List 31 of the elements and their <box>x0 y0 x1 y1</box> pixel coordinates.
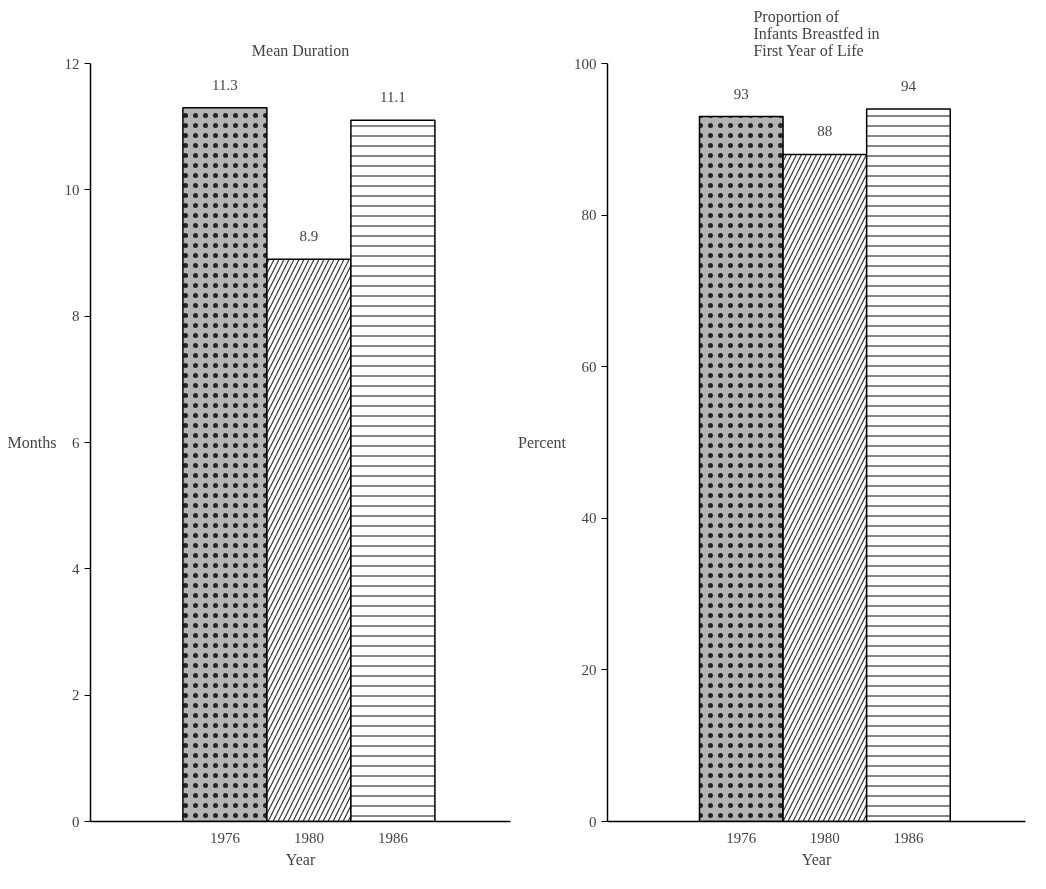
x-tick-label: 1980 <box>809 829 840 846</box>
x-tick-label: 1980 <box>293 829 324 846</box>
data-label: 11.3 <box>212 76 238 93</box>
y-tick-label: 4 <box>72 560 80 577</box>
chart-title: Proportion of Infants Breastfed in First Year of Life <box>753 7 880 59</box>
y-tick-label: 80 <box>581 207 597 224</box>
y-tick-label: 0 <box>72 813 80 830</box>
x-tick-label: 1976 <box>726 829 757 846</box>
y-tick-label: 60 <box>581 358 597 375</box>
data-label: 8.9 <box>299 228 319 245</box>
y-tick-label: 20 <box>581 661 597 678</box>
y-tick-label: 6 <box>72 434 80 451</box>
data-label: 88 <box>817 123 833 140</box>
data-label: 11.1 <box>380 89 406 106</box>
y-axis-title: Percent <box>518 434 567 451</box>
y-tick-label: 10 <box>64 181 80 198</box>
data-label: 93 <box>733 85 749 102</box>
x-axis-title: Year <box>801 850 832 868</box>
y-tick-label: 40 <box>581 510 597 527</box>
chart-title: Mean Duration <box>251 41 350 59</box>
y-tick-label: 12 <box>64 55 80 72</box>
x-tick-label: 1986 <box>377 829 409 846</box>
y-tick-label: 8 <box>72 308 80 325</box>
data-label: 94 <box>900 77 917 94</box>
y-tick-label: 100 <box>574 55 597 72</box>
y-axis-title: Months <box>7 434 57 451</box>
y-tick-label: 2 <box>72 687 80 704</box>
x-tick-label: 1986 <box>893 829 924 846</box>
y-tick-label: 0 <box>589 813 597 830</box>
x-tick-label: 1976 <box>209 829 241 846</box>
x-axis-title: Year <box>285 850 316 868</box>
